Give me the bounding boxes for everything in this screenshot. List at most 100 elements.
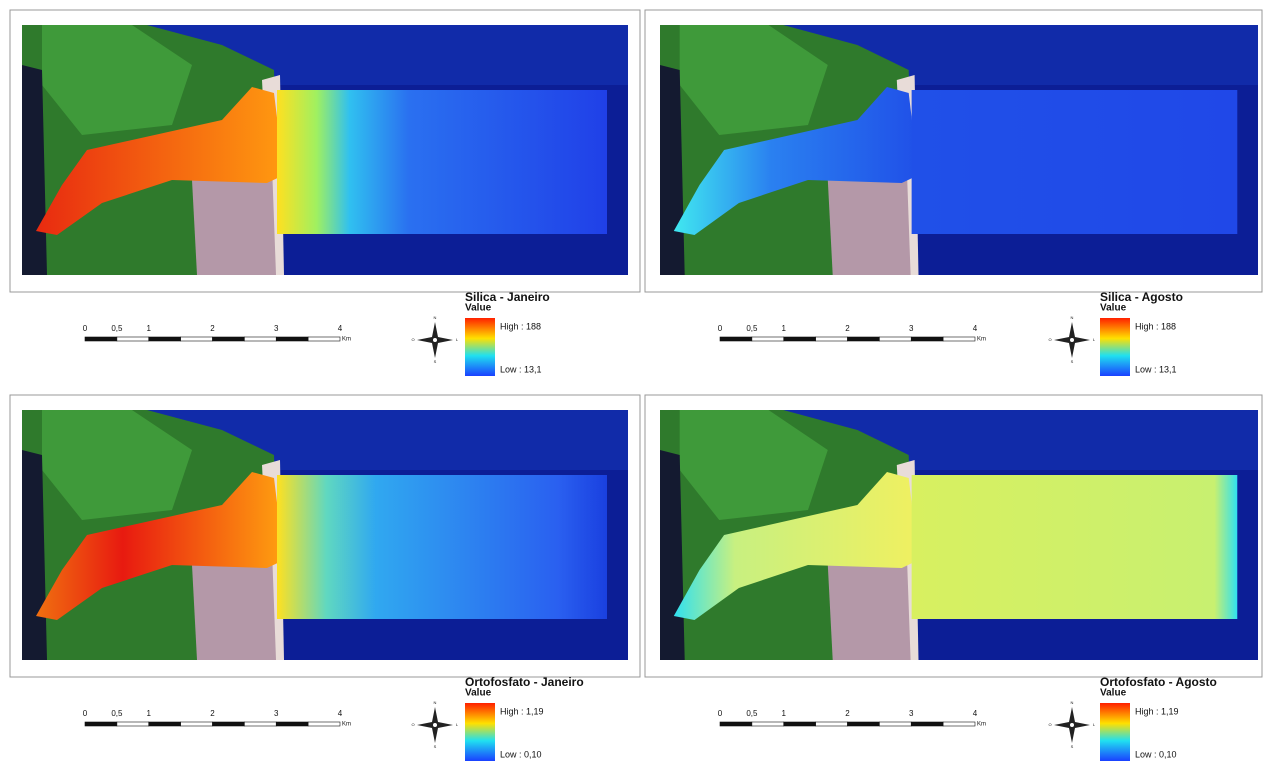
compass-center <box>1070 338 1074 342</box>
scale-segment <box>244 722 276 726</box>
scale-label: 2 <box>845 709 850 718</box>
compass-label: O <box>411 722 414 727</box>
scale-unit: Km <box>977 337 986 343</box>
map <box>22 410 628 660</box>
scale-segment <box>720 722 752 726</box>
scale-segment <box>149 722 181 726</box>
legend-colorbar <box>465 318 495 376</box>
legend-low: Low : 13,1 <box>1135 364 1177 374</box>
scale-segment <box>276 337 308 341</box>
compass-label: N <box>434 315 437 320</box>
scale-segment <box>752 722 784 726</box>
scale-label: 0,5 <box>746 324 758 333</box>
scale-label: 0 <box>83 324 88 333</box>
compass-label: S <box>434 359 437 364</box>
scale-segment <box>784 337 816 341</box>
legend-high: High : 1,19 <box>1135 706 1179 716</box>
compass-label: L <box>456 337 459 342</box>
scale-label: 3 <box>274 324 279 333</box>
compass-label: O <box>1048 337 1051 342</box>
scale-segment <box>879 722 911 726</box>
scale-segment <box>879 337 911 341</box>
scale-segment <box>85 337 117 341</box>
legend-subtitle: Value <box>1100 303 1127 314</box>
scale-label: 3 <box>909 324 914 333</box>
legend-colorbar <box>465 703 495 761</box>
legend-subtitle: Value <box>1100 688 1127 699</box>
compass-label: N <box>434 700 437 705</box>
scale-unit: Km <box>977 722 986 728</box>
scale-segment <box>308 722 340 726</box>
scale-label: 1 <box>147 709 152 718</box>
scale-segment <box>816 337 848 341</box>
scale-segment <box>213 337 245 341</box>
plume <box>277 475 607 619</box>
scale-segment <box>85 722 117 726</box>
scale-segment <box>117 722 149 726</box>
scale-label: 4 <box>338 709 343 718</box>
compass-center <box>433 723 437 727</box>
compass-label: S <box>1071 359 1074 364</box>
scale-label: 4 <box>973 709 978 718</box>
scale-segment <box>911 337 943 341</box>
scale-segment <box>752 337 784 341</box>
compass-label: L <box>1093 337 1096 342</box>
figure: 00,51234KmNLSOSilica - JaneiroValueHigh … <box>0 0 1265 774</box>
scale-segment <box>943 722 975 726</box>
scale-segment <box>149 337 181 341</box>
compass-label: O <box>411 337 414 342</box>
map <box>660 25 1258 275</box>
scale-label: 0,5 <box>111 324 123 333</box>
scale-segment <box>308 337 340 341</box>
legend-high: High : 188 <box>500 321 541 331</box>
scale-segment <box>784 722 816 726</box>
scale-unit: Km <box>342 337 351 343</box>
plume <box>912 475 1238 619</box>
compass-label: N <box>1071 700 1074 705</box>
compass-center <box>1070 723 1074 727</box>
legend-colorbar <box>1100 703 1130 761</box>
scale-label: 3 <box>274 709 279 718</box>
scale-segment <box>276 722 308 726</box>
scale-label: 0 <box>83 709 88 718</box>
scale-label: 1 <box>782 709 787 718</box>
compass-label: L <box>1093 722 1096 727</box>
compass-center <box>433 338 437 342</box>
scale-segment <box>181 337 213 341</box>
legend-high: High : 188 <box>1135 321 1176 331</box>
scale-label: 1 <box>782 324 787 333</box>
scale-segment <box>117 337 149 341</box>
scale-label: 2 <box>210 324 215 333</box>
map <box>22 25 628 275</box>
scale-segment <box>213 722 245 726</box>
compass-label: L <box>456 722 459 727</box>
scale-segment <box>244 337 276 341</box>
legend-low: Low : 13,1 <box>500 364 542 374</box>
scale-segment <box>181 722 213 726</box>
plume <box>277 90 607 234</box>
scale-label: 0 <box>718 324 723 333</box>
scale-segment <box>720 337 752 341</box>
scale-segment <box>816 722 848 726</box>
legend-subtitle: Value <box>465 688 492 699</box>
scale-label: 3 <box>909 709 914 718</box>
scale-label: 4 <box>973 324 978 333</box>
legend-high: High : 1,19 <box>500 706 544 716</box>
compass-label: N <box>1071 315 1074 320</box>
legend-low: Low : 0,10 <box>500 749 542 759</box>
legend-subtitle: Value <box>465 303 492 314</box>
scale-unit: Km <box>342 722 351 728</box>
scale-label: 4 <box>338 324 343 333</box>
scale-label: 2 <box>845 324 850 333</box>
scale-label: 0 <box>718 709 723 718</box>
scale-label: 0,5 <box>111 709 123 718</box>
scale-label: 1 <box>147 324 152 333</box>
plume <box>912 90 1238 234</box>
scale-segment <box>911 722 943 726</box>
scale-segment <box>848 337 880 341</box>
compass-label: O <box>1048 722 1051 727</box>
scale-label: 0,5 <box>746 709 758 718</box>
compass-label: S <box>1071 744 1074 749</box>
legend-low: Low : 0,10 <box>1135 749 1177 759</box>
compass-label: S <box>434 744 437 749</box>
